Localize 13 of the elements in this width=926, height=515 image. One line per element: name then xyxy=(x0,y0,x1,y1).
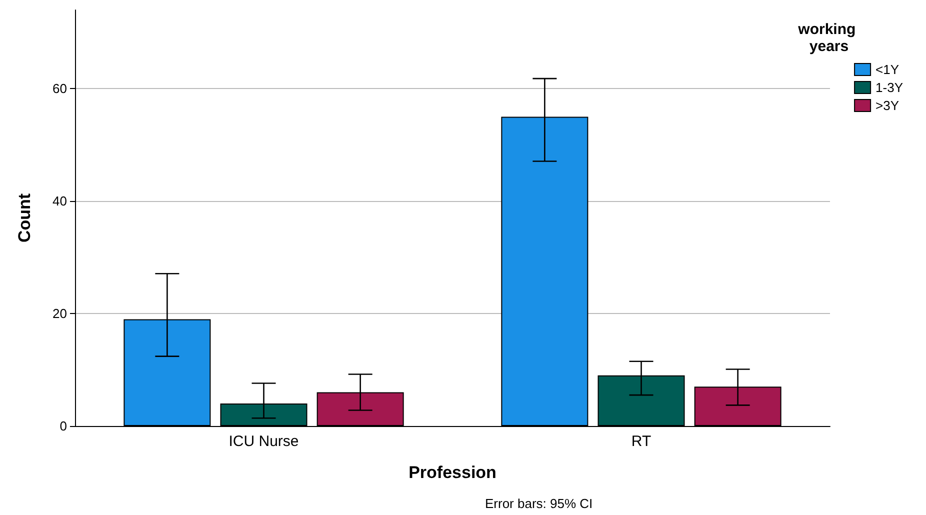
legend-label: <1Y xyxy=(876,62,900,77)
x-tick-label: ICU Nurse xyxy=(228,433,299,450)
y-tick-label: 40 xyxy=(52,194,67,209)
legend-label: >3Y xyxy=(876,98,900,113)
y-tick-label: 20 xyxy=(52,306,67,322)
x-tick-label: RT xyxy=(631,433,652,450)
y-tick-label: 0 xyxy=(60,418,67,434)
y-axis-title: Count xyxy=(15,193,34,243)
x-axis-title: Profession xyxy=(408,463,496,482)
legend-title: working years xyxy=(797,21,860,55)
text: Error bars: 95% CI xyxy=(485,496,593,511)
y-tick-label: 60 xyxy=(52,81,67,96)
legend-label: 1-3Y xyxy=(876,80,904,95)
